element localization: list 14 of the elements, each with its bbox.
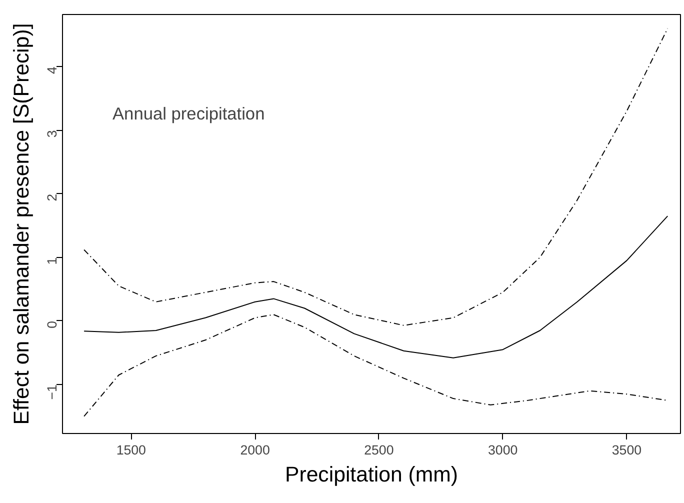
x-tick-label: 3500	[612, 442, 642, 458]
x-tick-label: 2500	[364, 442, 394, 458]
x-tick-label: 2000	[240, 442, 270, 458]
y-tick-label: 1	[44, 257, 60, 265]
x-axis-title: Precipitation (mm)	[284, 462, 458, 486]
y-tick-label: 0	[44, 320, 60, 328]
annotation: Annual precipitation	[112, 104, 265, 124]
x-tick-label: 3000	[488, 442, 518, 458]
y-axis-title: Effect on salamander presence [S(Precip)]	[10, 23, 34, 425]
x-tick-label: 1500	[116, 442, 146, 458]
y-tick-label: 4	[44, 66, 60, 74]
y-tick-label: −1	[44, 384, 60, 400]
y-tick-label: 2	[44, 194, 60, 202]
y-tick-label: 3	[44, 130, 60, 138]
